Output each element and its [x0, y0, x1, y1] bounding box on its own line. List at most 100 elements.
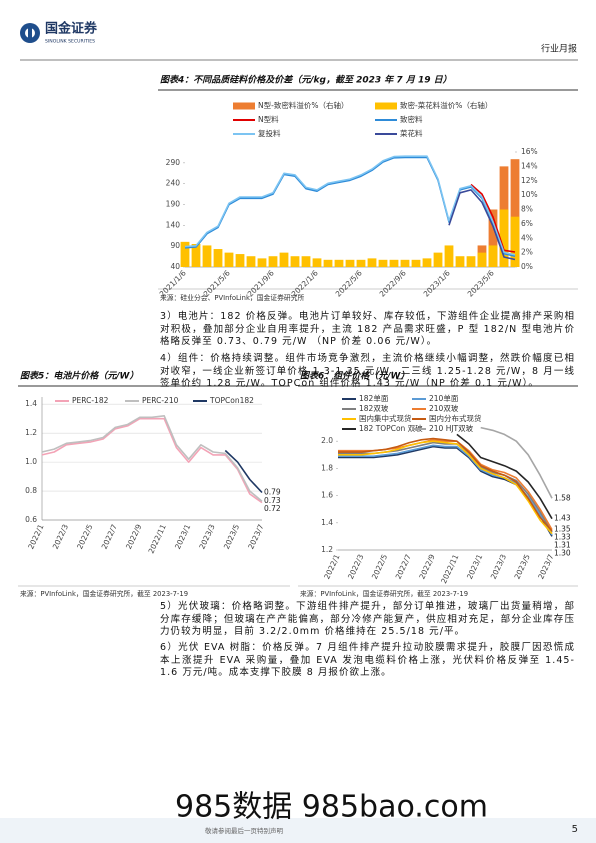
y-tick-label: 10% — [521, 190, 538, 199]
y-tick-label: 14% — [521, 161, 538, 170]
bar — [279, 252, 289, 267]
line — [480, 426, 553, 499]
bar — [356, 259, 366, 267]
line — [338, 437, 553, 532]
x-tick-label: 2022/11 — [147, 523, 168, 555]
y-tick-label: 4% — [521, 233, 533, 242]
x-tick-label: 2022/9 — [124, 523, 143, 551]
line — [224, 449, 263, 494]
x-tick-label: 2022/3 — [346, 553, 365, 581]
legend-label: 国内集中式现货 — [359, 413, 412, 423]
paragraph: 3）电池片：182 价格反弹。电池片订单较好、库存较低，下游组件企业提高排产采购… — [160, 311, 575, 348]
x-tick-label: 2023/3 — [197, 523, 216, 551]
x-tick-label: 2022/11 — [439, 553, 460, 585]
y-tick-label: 2% — [521, 248, 533, 257]
y-tick-label: 1.2 — [321, 545, 333, 554]
legend-swatch — [233, 102, 255, 110]
bar — [191, 244, 201, 267]
bar — [246, 256, 256, 267]
x-tick-label: 2022/5/6 — [334, 268, 364, 298]
page-number: 5 — [572, 824, 578, 835]
bar — [235, 254, 245, 267]
x-tick-label: 2022/5 — [370, 553, 389, 581]
bar — [268, 256, 278, 267]
bar — [257, 258, 267, 267]
legend-label: 210双玻 — [429, 403, 459, 413]
x-tick-label: 2023/5 — [222, 523, 241, 551]
footer-band — [0, 818, 596, 843]
bar — [378, 259, 388, 267]
bar — [334, 259, 344, 267]
bar — [202, 245, 212, 267]
legend-label: N型-致密料溢价%（右轴） — [258, 100, 348, 110]
bar — [345, 259, 355, 267]
x-tick-label: 2022/9 — [417, 553, 436, 581]
x-tick-label: 2022/7 — [100, 523, 119, 551]
footer-disclaimer: 敬请参阅最后一页特别声明 — [205, 826, 284, 835]
bar — [312, 258, 322, 267]
y-tick-label: 1.4 — [25, 399, 37, 408]
bar — [367, 258, 377, 267]
bar — [301, 256, 311, 267]
x-tick-label: 2022/3 — [51, 523, 70, 551]
y-tick-label: 0.6 — [25, 515, 37, 524]
data-label: 1.35 — [554, 525, 571, 534]
y-tick-label: 6% — [521, 219, 533, 228]
legend-label: 致密-菜花料溢价%（右轴） — [400, 100, 492, 110]
company-name: 国金证券 — [45, 21, 98, 37]
line — [338, 444, 553, 536]
y-tick-label: 12% — [521, 176, 538, 185]
y-tick-label: 8% — [521, 205, 533, 214]
bar — [224, 252, 234, 267]
figure-title: 图表4：不同品质硅料价格及价差（元/kg，截至 2023 年 7 月 19 日） — [160, 75, 452, 86]
legend-label: 致密料 — [400, 114, 423, 124]
legend-label: 182单面 — [359, 393, 389, 403]
y-tick-label: 90 — [170, 241, 180, 250]
x-tick-label: 2023/1 — [173, 523, 192, 551]
figure-source: 来源：PVInfoLink，国金证券研究所，截至 2023-7-19 — [300, 589, 468, 598]
bar — [466, 256, 476, 267]
figure-title: 图表5：电池片价格（元/W） — [20, 371, 138, 382]
y-tick-label: 140 — [166, 220, 181, 229]
data-label: 1.31 — [554, 541, 571, 550]
legend-label: N型料 — [258, 114, 279, 124]
line — [448, 189, 516, 261]
x-tick-label: 2023/1/6 — [422, 268, 452, 298]
bar — [290, 256, 300, 267]
line — [41, 415, 263, 502]
legend-label: 210单面 — [429, 393, 459, 403]
y-tick-label: 1.4 — [321, 518, 333, 527]
bar — [455, 256, 465, 267]
y-tick-label: 1.6 — [321, 491, 333, 500]
line — [41, 417, 263, 504]
data-label: 1.43 — [554, 514, 571, 523]
line — [338, 445, 553, 537]
bar — [213, 249, 223, 267]
x-tick-label: 2023/5/6 — [466, 268, 496, 298]
legend-label: 182 TOPCon 双玻 — [359, 423, 423, 433]
y-tick-label: 16% — [521, 147, 538, 156]
bar — [422, 258, 432, 267]
legend-label: 菜花料 — [400, 128, 423, 138]
bar — [510, 159, 520, 267]
line — [470, 183, 516, 253]
legend-label: 国内分布式现货 — [429, 413, 482, 423]
y-tick-label: 1.0 — [25, 457, 37, 466]
x-tick-label: 2023/3 — [489, 553, 508, 581]
x-tick-label: 2023/7 — [536, 553, 555, 581]
bar — [488, 209, 498, 267]
y-tick-label: 1.2 — [25, 428, 37, 437]
y-tick-label: 1.8 — [321, 463, 333, 472]
x-tick-label: 2022/1 — [26, 523, 45, 551]
x-tick-label: 2022/9/6 — [378, 268, 408, 298]
bar — [411, 259, 421, 267]
y-tick-label: 40 — [170, 262, 180, 271]
data-label: 1.58 — [554, 493, 571, 502]
bar — [488, 245, 498, 267]
legend-swatch — [375, 102, 397, 110]
y-tick-label: 0% — [521, 262, 533, 271]
data-label: 1.33 — [554, 533, 571, 542]
paragraph: 4）组件：价格持续调整。组件市场竞争激烈，主流价格继续小幅调整，然跌价幅度已相对… — [160, 353, 575, 390]
line — [456, 433, 553, 520]
